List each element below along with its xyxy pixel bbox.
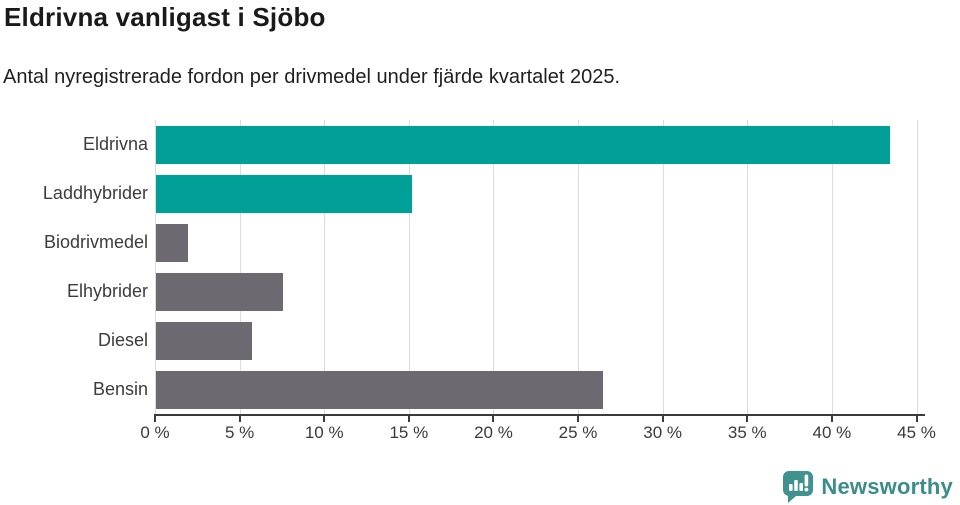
bar-laddhybrider [156, 174, 412, 213]
newsworthy-logo-text: Newsworthy [821, 473, 953, 499]
gridline-30 [662, 120, 664, 414]
x-tick-label-15: 15 % [389, 423, 429, 442]
plot-area [155, 120, 927, 414]
x-tick-label-20: 20 % [474, 423, 513, 442]
newsworthy-logo-icon [783, 471, 814, 503]
gridline-15 [408, 120, 410, 414]
gridline-10 [324, 120, 326, 414]
x-tick-0 [154, 416, 156, 422]
bar-bensin [156, 370, 603, 409]
x-tick-label-10: 10 % [304, 423, 344, 442]
x-tick-35 [746, 416, 749, 422]
x-tick-label-40: 40 % [812, 423, 852, 442]
x-tick-40 [830, 416, 833, 422]
gridline-35 [747, 120, 749, 414]
x-tick-label-30: 30 % [643, 423, 683, 442]
bar-diesel [156, 321, 253, 360]
x-tick-label-35: 35 % [727, 423, 767, 442]
x-tick-30 [661, 416, 664, 422]
x-tick-45 [915, 416, 918, 422]
category-label-eldrivna: Eldrivna [82, 134, 148, 154]
gridline-0 [155, 120, 156, 414]
chart-title: Eldrivna vanligast i Sjöbo [4, 2, 326, 32]
x-axis-line [154, 414, 925, 416]
x-tick-20 [492, 416, 495, 422]
gridline-5 [239, 120, 241, 414]
x-tick-label-5: 5 % [224, 423, 255, 442]
bar-biodrivmedel [156, 223, 189, 262]
x-tick-10 [323, 416, 326, 422]
bar-eldrivna [156, 125, 891, 164]
newsworthy-logo: Newsworthy [782, 470, 953, 503]
gridline-45 [916, 120, 918, 414]
x-tick-label-45: 45 % [897, 423, 936, 442]
category-label-diesel: Diesel [97, 330, 148, 350]
gridline-40 [831, 120, 833, 414]
x-tick-label-0: 0 % [140, 423, 170, 442]
category-labels: Eldrivna Laddhybrider Biodrivmedel Elhybrid… [0, 120, 148, 414]
x-tick-label-25: 25 % [558, 423, 598, 442]
category-label-elhybrider: Elhybrider [66, 281, 148, 301]
chart-subtitle: Antal nyregistrerade fordon per drivmede… [3, 66, 621, 88]
x-tick-25 [577, 416, 580, 422]
x-tick-15 [407, 416, 410, 422]
gridline-25 [578, 120, 580, 414]
category-label-bensin: Bensin [92, 379, 148, 399]
gridline-20 [493, 120, 495, 414]
category-label-laddhybrider: Laddhybrider [42, 183, 148, 203]
x-tick-5 [238, 416, 241, 422]
bar-elhybrider [156, 272, 283, 311]
category-label-biodrivmedel: Biodrivmedel [43, 232, 148, 252]
